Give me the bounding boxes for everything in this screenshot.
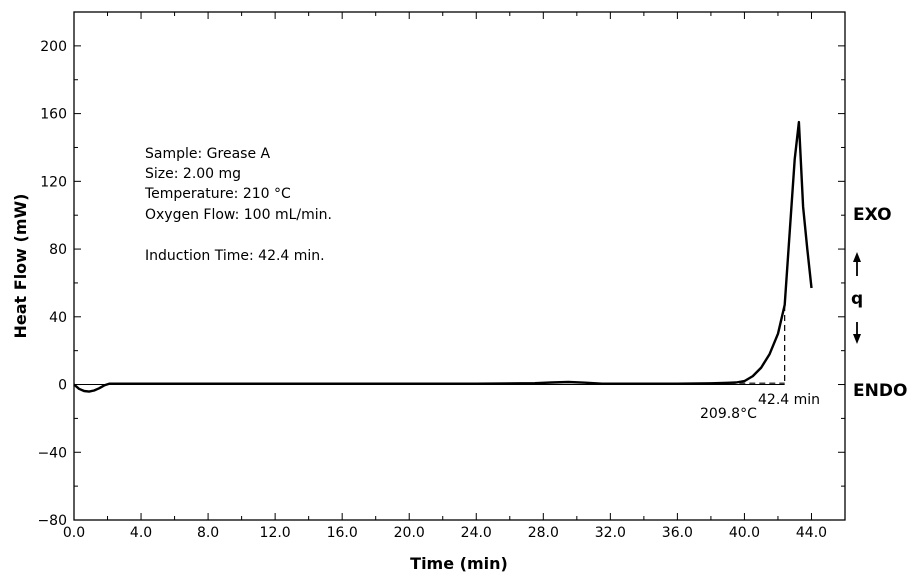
onset-temp-label: 209.8°C	[700, 406, 757, 422]
y-axis-ticks: −80 −40 0 40 80 120 160 200	[37, 39, 845, 529]
y-axis-title: Heat Flow (mW)	[11, 194, 30, 339]
x-tick-label: 4.0	[130, 525, 152, 541]
y-tick-label: −40	[37, 445, 67, 461]
y-tick-label: 160	[40, 107, 67, 123]
sample-info-line-4: Oxygen Flow: 100 mL/min.	[145, 207, 332, 223]
y-tick-label: 0	[58, 378, 67, 394]
onset-time-label: 42.4 min	[758, 392, 820, 408]
down-arrow-icon	[853, 322, 861, 344]
up-arrow-icon	[853, 252, 861, 276]
y-tick-label: 80	[49, 242, 67, 258]
x-tick-label: 0.0	[63, 525, 85, 541]
x-tick-label: 24.0	[461, 525, 492, 541]
y-tick-label: 120	[40, 174, 67, 190]
y-tick-label: 40	[49, 310, 67, 326]
x-tick-label: 16.0	[327, 525, 358, 541]
endo-label: ENDO	[853, 381, 907, 401]
x-tick-label: 44.0	[796, 525, 827, 541]
induction-time-text: Induction Time: 42.4 min.	[145, 248, 325, 264]
plot-frame	[73, 11, 846, 521]
x-tick-label: 40.0	[729, 525, 760, 541]
x-tick-label: 36.0	[662, 525, 693, 541]
heat-flow-series-line	[73, 120, 813, 393]
y-tick-label: −80	[37, 513, 67, 529]
y-tick-label: 200	[40, 39, 67, 55]
x-tick-label: 32.0	[595, 525, 626, 541]
x-axis-title: Time (min)	[410, 554, 508, 573]
q-label: q	[851, 289, 863, 309]
x-axis-ticks: 0.0 4.0 8.0 12.0 16.0 20.0 24.0 28.0 32.0 36.0 40.…	[63, 12, 827, 541]
sample-info-line-2: Size: 2.00 mg	[145, 166, 241, 182]
sample-info-line-3: Temperature: 210 °C	[144, 186, 291, 202]
x-tick-label: 12.0	[260, 525, 291, 541]
x-tick-label: 20.0	[394, 525, 425, 541]
x-tick-label: 8.0	[197, 525, 219, 541]
sample-info-line-1: Sample: Grease A	[145, 146, 271, 162]
x-tick-label: 28.0	[528, 525, 559, 541]
exo-label: EXO	[853, 205, 892, 225]
